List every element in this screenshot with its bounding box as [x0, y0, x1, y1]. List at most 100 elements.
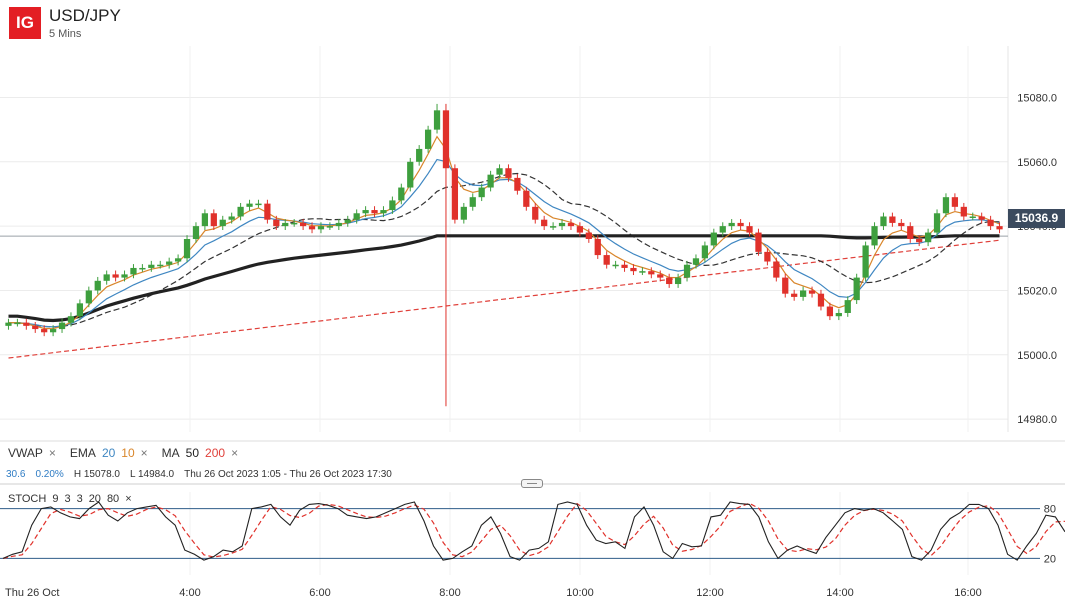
candle-body	[996, 226, 1003, 230]
candle-body	[273, 219, 280, 227]
candle-body	[380, 210, 387, 214]
candle-body	[549, 226, 557, 228]
candle-body	[255, 203, 262, 206]
candle-body	[416, 148, 423, 162]
candle-body	[951, 197, 959, 207]
candle-body	[85, 290, 92, 304]
candle-body	[398, 187, 405, 201]
candle-body	[567, 222, 575, 227]
candle-body	[407, 161, 414, 188]
candle-body	[710, 232, 717, 246]
candle-body	[49, 329, 57, 333]
candle-body	[317, 226, 325, 230]
candle-body	[987, 219, 994, 227]
vwap-remove-icon[interactable]: ×	[48, 446, 56, 460]
candle-body	[112, 274, 119, 278]
date-range: Thu 26 Oct 2023 1:05 - Thu 26 Oct 2023 1…	[184, 469, 392, 480]
candle-body	[58, 322, 66, 330]
candle-body	[157, 264, 164, 267]
ma-remove-icon[interactable]: ×	[231, 446, 239, 460]
candle-body	[835, 312, 842, 317]
candle-body	[291, 222, 298, 225]
candle-body	[246, 203, 253, 207]
x-tick-label: 4:00	[179, 587, 200, 599]
stats-row: 30.6 0.20% H 15078.0 L 14984.0 Thu 26 Oc…	[6, 469, 392, 480]
candle-body	[103, 274, 110, 281]
candle-body	[505, 168, 512, 178]
y-tick-label: 15020.0	[1017, 285, 1057, 297]
candle-body	[612, 264, 619, 267]
candle-body	[210, 213, 217, 227]
candle-body	[41, 329, 48, 333]
candle-body	[353, 213, 360, 220]
candle-body	[23, 322, 30, 326]
candle-body	[514, 177, 521, 191]
candle-body	[308, 226, 316, 230]
stoch-param: 3	[76, 493, 83, 505]
ema-label: EMA	[69, 446, 96, 460]
candle-body	[621, 264, 628, 268]
candle-body	[594, 239, 601, 256]
candle-body	[442, 110, 450, 169]
candle-body	[969, 216, 976, 218]
candle-body	[67, 316, 75, 323]
candle-body	[76, 303, 84, 317]
interval-label[interactable]: 5 Mins	[49, 28, 82, 40]
stoch-param: 9	[52, 493, 59, 505]
candle-body	[228, 216, 235, 220]
pane-resize-handle[interactable]	[521, 479, 543, 488]
chart-header: IG USD/JPY 5 Mins	[0, 0, 1065, 46]
candle-body	[701, 245, 709, 259]
candle-body	[219, 219, 226, 227]
y-tick-label: 14980.0	[1017, 414, 1057, 426]
change-percent: 0.20%	[35, 469, 64, 480]
candle-body	[496, 168, 503, 175]
candle-body	[585, 232, 592, 239]
candle-body	[755, 232, 762, 252]
candle-body	[282, 222, 289, 227]
candle-body	[674, 277, 682, 285]
candle-body	[942, 197, 950, 214]
candle-body	[853, 277, 860, 301]
candle-body	[889, 216, 896, 223]
candle-body	[960, 206, 967, 217]
candle-body	[5, 322, 12, 326]
stoch-d-line	[2, 502, 1065, 559]
ema10-line	[8, 135, 1000, 330]
x-tick-label: Thu 26 Oct	[5, 587, 59, 599]
ma50-line	[8, 172, 1000, 328]
candle-body	[746, 226, 753, 233]
candle-body	[541, 219, 548, 227]
stoch-k-line	[2, 501, 1065, 561]
candle-body	[433, 110, 441, 130]
candle-body	[916, 239, 923, 243]
symbol-title[interactable]: USD/JPY	[49, 6, 121, 25]
candle-body	[782, 277, 789, 294]
ig-logo: IG	[9, 7, 41, 39]
candle-body	[237, 206, 244, 217]
candle-body	[799, 290, 807, 297]
stoch-level-label: 20	[1044, 553, 1056, 565]
candle-body	[737, 222, 744, 227]
stoch-remove-icon[interactable]: ×	[125, 493, 132, 505]
ema-remove-icon[interactable]: ×	[140, 446, 148, 460]
candle-body	[94, 280, 101, 291]
stoch-param: 80	[106, 493, 120, 505]
candle-body	[826, 306, 834, 317]
ema-slow-period: 10	[121, 446, 135, 460]
candle-body	[817, 293, 825, 307]
candle-body	[389, 200, 396, 211]
ma-slow-period: 200	[205, 446, 226, 460]
candle-body	[924, 232, 932, 243]
candle-body	[532, 206, 539, 220]
candle-body	[335, 222, 342, 227]
candle-body	[201, 213, 209, 227]
x-tick-label: 16:00	[954, 587, 982, 599]
candle-body	[166, 261, 173, 265]
candle-body	[469, 197, 476, 207]
candle-body	[139, 267, 146, 270]
candle-body	[326, 226, 334, 228]
indicator-legend: VWAP × EMA 20 10 × MA 50 200 ×	[8, 446, 238, 460]
candle-body	[844, 300, 851, 313]
